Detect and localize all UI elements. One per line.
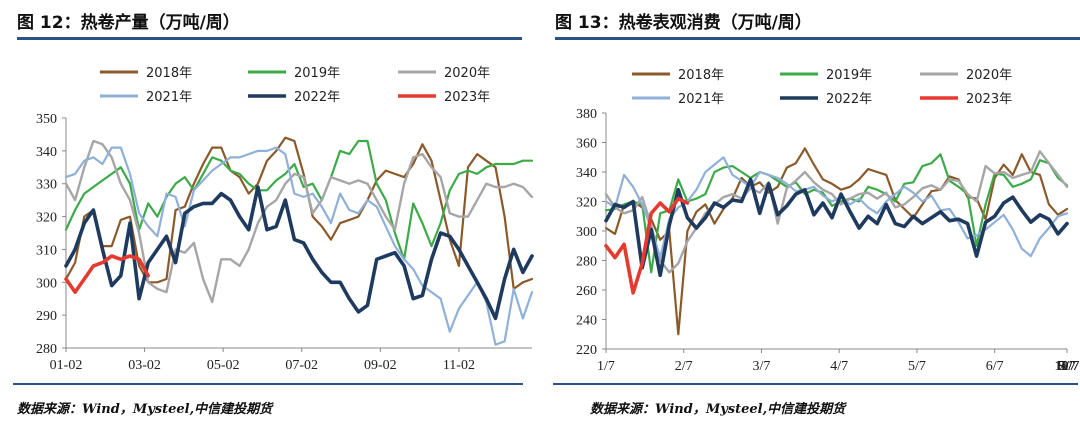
y-tick-label: 240 <box>576 314 597 329</box>
y-tick-label: 280 <box>576 255 597 270</box>
legend-label: 2019年 <box>294 66 340 81</box>
y-tick-label: 340 <box>36 145 57 160</box>
x-tick-label: 11/7 <box>1055 359 1079 374</box>
legend-label: 2021年 <box>146 90 192 105</box>
source-note: 数据来源：Wind，Mysteel,中信建投期货 <box>590 402 846 417</box>
right-panel: 图 13：热卷表观消费（万吨/周） 220 240 260 280 300 320 340 3… <box>540 0 1080 425</box>
x-tick-label: 07-02 <box>285 358 318 373</box>
hot-coil-consumption-chart: 220 240 260 280 300 320 340 360 380 1/7 2/7 3/7 4/7 5… <box>576 68 1080 374</box>
legend-label: 2021年 <box>678 92 724 107</box>
legend-label: 2022年 <box>294 90 340 105</box>
y-tick-label: 280 <box>36 342 57 357</box>
chart-title: 图 13：热卷表观消费（万吨/周） <box>555 13 812 33</box>
series-line-2023年 <box>64 254 150 294</box>
series-line-2021年 <box>64 146 534 346</box>
x-tick-label: 5/7 <box>908 359 926 374</box>
x-tick-label: 4/7 <box>830 359 848 374</box>
legend-label: 2018年 <box>678 68 724 83</box>
title-rule <box>555 37 1080 40</box>
hot-coil-output-chart: 280 290 300 310 320 330 340 350 01-02 03-02 05-02 0… <box>36 66 534 373</box>
y-tick-label: 290 <box>36 309 57 324</box>
series-line-2018年 <box>604 147 1069 336</box>
x-tick-label: 3/7 <box>753 359 771 374</box>
y-tick-label: 300 <box>36 276 57 291</box>
legend-label: 2022年 <box>826 92 872 107</box>
x-tick-label: 09-02 <box>364 358 397 373</box>
series-line-2020年 <box>64 139 534 304</box>
footer-rule <box>553 383 1078 385</box>
x-tick-label: 05-02 <box>207 358 240 373</box>
y-tick-label: 360 <box>576 137 597 152</box>
series-line-2022年 <box>604 177 1069 278</box>
title-rule <box>17 37 522 40</box>
source-note: 数据来源：Wind，Mysteel,中信建投期货 <box>17 402 273 417</box>
left-panel: 图 12：热卷产量（万吨/周） 280 290 300 310 320 330 340 350… <box>13 13 534 417</box>
x-tick-label: 9/7 <box>1058 359 1076 374</box>
y-tick-label: 320 <box>36 211 57 226</box>
y-tick-label: 380 <box>576 107 597 122</box>
x-tick-label: 2/7 <box>675 359 693 374</box>
series-line-2023年 <box>604 196 690 295</box>
legend-label: 2023年 <box>966 92 1012 107</box>
y-tick-label: 320 <box>576 196 597 211</box>
x-tick-label: 01-02 <box>50 358 83 373</box>
x-tick-label: 11-02 <box>443 358 475 373</box>
legend-label: 2023年 <box>444 90 490 105</box>
x-tick-label: 7/7 <box>1058 359 1076 374</box>
x-tick-label: 6/7 <box>986 359 1004 374</box>
y-tick-label: 340 <box>576 166 597 181</box>
x-tick-label: 03-02 <box>128 358 161 373</box>
series-line-2022年 <box>64 185 534 321</box>
x-tick-label: 1/7 <box>597 359 615 374</box>
y-tick-label: 220 <box>576 343 597 358</box>
legend-label: 2020年 <box>444 66 490 81</box>
x-tick-label: 10/7 <box>1055 359 1080 374</box>
y-tick-label: 300 <box>576 225 597 240</box>
footer-rule <box>13 383 523 385</box>
y-tick-label: 310 <box>36 243 57 258</box>
legend-label: 2018年 <box>146 66 192 81</box>
chart-title: 图 12：热卷产量（万吨/周） <box>17 13 240 33</box>
x-tick-label: 12/7 <box>1055 359 1080 374</box>
y-tick-label: 350 <box>36 112 57 127</box>
y-tick-label: 260 <box>576 284 597 299</box>
y-tick-label: 330 <box>36 178 57 193</box>
legend-label: 2020年 <box>966 68 1012 83</box>
legend-label: 2019年 <box>826 68 872 83</box>
x-tick-label: 8/7 <box>1058 359 1076 374</box>
